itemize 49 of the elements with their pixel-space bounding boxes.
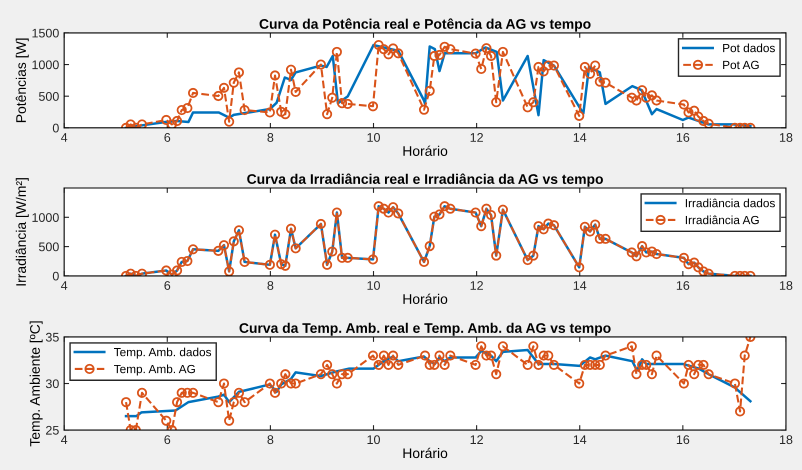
legend-label: Temp. Amb. AG: [114, 364, 195, 376]
x-tick-label: 12: [470, 133, 483, 142]
chart-title: Curva da Temp. Amb. real e Temp. Amb. da AG vs tempo: [240, 322, 611, 336]
y-tick-label: 1000: [32, 60, 59, 70]
y-tick-label: 1000: [32, 213, 59, 222]
x-tick-label: 14: [574, 281, 586, 290]
y-axis-title: Temp. Ambiente [ºC]: [30, 321, 43, 446]
y-tick-label: 500: [38, 92, 59, 101]
x-tick-label: 12: [470, 435, 483, 444]
x-tick-label: 4: [60, 281, 68, 290]
y-axis-title: Potências [W]: [16, 38, 29, 122]
x-tick-label: 10: [368, 281, 380, 290]
x-tick-label: 14: [574, 435, 586, 444]
x-axis-title: Horário: [403, 294, 448, 304]
x-tick-label: 14: [574, 133, 586, 142]
x-tick-label: 8: [267, 133, 274, 142]
y-tick-label: 35: [46, 332, 59, 342]
x-tick-label: 4: [60, 435, 68, 444]
y-tick-label: 1500: [32, 28, 59, 38]
x-tick-label: 8: [267, 435, 274, 444]
x-tick-label: 18: [780, 281, 792, 290]
x-tick-label: 16: [676, 281, 690, 290]
legend-label: Irradiância dados: [686, 198, 775, 208]
legend-label: Temp. Amb. dados: [114, 348, 212, 359]
y-axis-title: Irradiância [W/m²]: [16, 178, 29, 286]
y-tick-label: 30: [46, 379, 59, 388]
x-tick-label: 18: [780, 133, 792, 142]
x-tick-label: 6: [164, 281, 170, 290]
x-tick-label: 12: [470, 281, 483, 290]
x-tick-label: 4: [60, 133, 68, 142]
legend-label: Irradiância AG: [686, 215, 759, 224]
x-tick-label: 10: [368, 435, 380, 444]
x-axis-title: Horário: [403, 146, 448, 156]
chart-title: Curva da Potência real e Potência da AG vs tempo: [260, 18, 591, 32]
x-tick-label: 18: [780, 435, 792, 444]
x-axis-title: Horário: [403, 448, 448, 458]
y-tick-label: 25: [46, 426, 59, 435]
x-tick-label: 16: [676, 435, 690, 444]
legend-label: Pot dados: [723, 44, 775, 52]
x-tick-label: 16: [676, 133, 690, 142]
y-tick-label: 0: [52, 272, 59, 281]
x-tick-label: 10: [368, 133, 380, 142]
legend-label: Pot AG: [723, 60, 759, 70]
x-tick-label: 6: [164, 133, 170, 142]
x-tick-label: 6: [164, 435, 170, 444]
y-tick-label: 0: [52, 124, 59, 132]
x-tick-label: 8: [267, 281, 274, 290]
chart-title: Curva da Irradiância real e Irradiância da AG vs tempo: [247, 173, 603, 187]
y-tick-label: 500: [38, 242, 59, 252]
